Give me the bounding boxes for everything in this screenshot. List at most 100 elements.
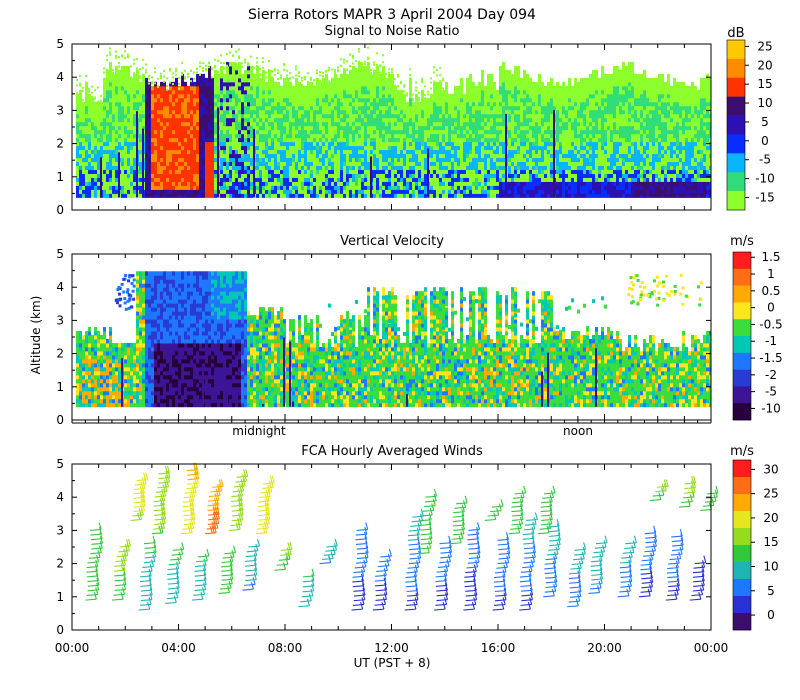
wind-barb-flag — [463, 500, 467, 508]
wind-barb-flag — [520, 494, 524, 502]
wind-barb — [88, 556, 101, 559]
wind-barb-flag — [416, 560, 420, 568]
wind-barb — [546, 553, 559, 556]
wind-barb-flag — [426, 545, 430, 553]
wind-barb-flag — [149, 592, 153, 600]
colorbar-swatch — [727, 58, 745, 79]
wind-barb — [465, 589, 477, 592]
x-tick-label: 00:00 — [694, 641, 729, 655]
wind-barb — [453, 524, 465, 527]
wind-barb-flag — [583, 542, 587, 550]
wind-barb — [591, 573, 603, 576]
wind-barb-flag — [237, 522, 241, 530]
wind-barb-flag — [287, 552, 291, 560]
wind-barb — [133, 501, 145, 504]
wind-barb-flag — [653, 525, 657, 533]
wind-barb-flag — [649, 584, 653, 592]
wind-barb — [263, 482, 275, 485]
wind-barb-flag — [577, 570, 581, 578]
wind-barb-flag — [212, 516, 216, 524]
wind-barb — [548, 530, 560, 533]
wind-barb — [220, 587, 232, 590]
wind-barb-flag — [691, 475, 695, 484]
wind-barb-flag — [164, 475, 169, 483]
wind-barb — [569, 591, 582, 594]
wind-barb-flag — [429, 507, 433, 516]
wind-barb — [672, 544, 684, 547]
wind-barb — [154, 518, 166, 521]
wind-barb-flag — [124, 543, 128, 552]
wind-barb-flag — [153, 549, 157, 558]
wind-barb-flag — [383, 577, 387, 586]
wind-barb-flag — [383, 568, 387, 576]
wind-barb — [700, 508, 712, 512]
wind-barb-flag — [363, 559, 367, 568]
wind-barb-flag — [213, 525, 217, 533]
wind-barb — [407, 566, 419, 569]
wind-barb-flag — [123, 577, 127, 585]
wind-barb — [181, 532, 193, 535]
wind-barb-flag — [701, 582, 705, 591]
wind-barb-flag — [578, 589, 582, 597]
colorbars: 25 20 15 10 5 0 -5 -10 -15 1.5 1 0.5 0 -0.5 -1 -1.5 -2 -5… — [726, 39, 783, 631]
y-tick-label: 3 — [56, 523, 64, 537]
wind-barb — [301, 595, 313, 598]
colorbar-swatch — [733, 285, 751, 303]
wind-barb — [232, 490, 244, 493]
wind-barb — [207, 504, 219, 507]
wind-barb — [522, 537, 534, 540]
wind-barb-flag — [447, 554, 451, 562]
wind-barb-flag — [428, 512, 432, 520]
colorbar-swatch — [733, 596, 751, 614]
wind-barb-flag — [364, 526, 368, 535]
wind-barb — [521, 599, 533, 602]
wind-barb-flag — [149, 587, 153, 596]
wind-barb-flag — [96, 554, 100, 563]
wind-barb — [133, 492, 145, 495]
wind-barb — [669, 558, 681, 561]
wind-barb — [440, 546, 452, 549]
wind-barb — [87, 580, 99, 583]
wind-barb-flag — [159, 498, 163, 506]
wind-barb-flag — [675, 564, 679, 573]
wind-barb — [665, 598, 677, 601]
wind-barb-flag — [99, 540, 103, 549]
wind-barb-flag — [139, 490, 143, 498]
wind-barb — [569, 572, 581, 575]
wind-barb-flag — [476, 555, 480, 563]
wind-barb — [154, 513, 166, 516]
wind-barb — [208, 495, 221, 498]
wind-barb — [464, 603, 476, 606]
colorbar-tick-label: 5 — [767, 584, 775, 598]
wind-barb-flag — [264, 498, 268, 506]
colorbar-tick-label: 15 — [763, 535, 778, 549]
wind-barb — [183, 523, 195, 526]
wind-barb-flag — [445, 564, 449, 572]
wind-barb — [353, 594, 366, 597]
wind-barb — [641, 586, 653, 589]
wind-barb-flag — [661, 487, 665, 496]
wind-barb-flag — [414, 597, 418, 605]
wind-barb — [491, 505, 504, 508]
wind-barb-flag — [237, 498, 241, 506]
wind-barb-flag — [145, 472, 149, 480]
wind-barb — [86, 575, 98, 578]
wind-barb-flag — [95, 587, 99, 595]
wind-barb-flag — [503, 592, 507, 600]
wind-barb — [671, 535, 683, 538]
wind-barb-flag — [360, 573, 364, 582]
wind-barb — [222, 556, 234, 559]
wind-barb — [667, 576, 679, 579]
wind-barb-flag — [654, 534, 658, 542]
wind-barb-flag — [163, 488, 167, 497]
wind-barb — [196, 560, 208, 563]
wind-barb-flag — [519, 499, 523, 507]
colorbar-swatch — [733, 477, 751, 495]
wind-barb-flag — [520, 507, 524, 516]
wind-barb-flag — [239, 498, 243, 506]
wind-barb — [207, 513, 220, 516]
wind-barb-flag — [523, 485, 527, 494]
wind-barb-flag — [120, 563, 124, 571]
wind-barb-flag — [414, 578, 418, 587]
wind-barb-flag — [518, 521, 522, 529]
